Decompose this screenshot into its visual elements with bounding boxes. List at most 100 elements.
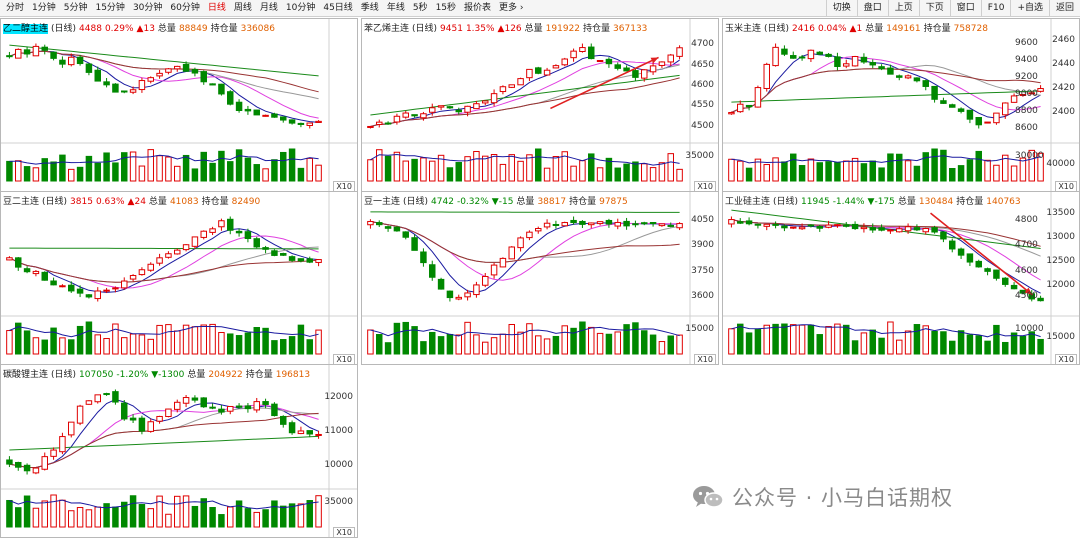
volume-bar (271, 500, 278, 528)
volume-bar (588, 326, 595, 355)
period-tab-0[interactable]: 分时 (6, 3, 25, 13)
tool-button-5[interactable]: F10 (980, 0, 1011, 17)
volume-ma-line (9, 499, 319, 510)
candle (993, 269, 1000, 281)
candle (262, 114, 269, 117)
volume-ma-line (9, 154, 319, 165)
volume-bar (6, 330, 13, 355)
period-tab-5[interactable]: 60分钟 (170, 3, 200, 13)
volume-bar (570, 165, 577, 182)
candle (588, 222, 595, 229)
period-tab-11[interactable]: 季线 (360, 3, 379, 13)
volume-bar (315, 495, 322, 528)
volume-ma-line (370, 326, 680, 337)
volume-bar (535, 148, 542, 182)
candle (271, 112, 278, 118)
volume-bar (147, 508, 154, 528)
period-tab-8[interactable]: 月线 (259, 3, 278, 13)
period-tab-10[interactable]: 45日线 (323, 3, 353, 13)
candle (280, 116, 287, 123)
watermark-text: 公众号 · 小马白话期权 (732, 486, 954, 510)
open-interest-label: 持仓量 (210, 24, 238, 34)
chart-panel[interactable]: 工业硅主连 (日线) 11945 -1.44% ▼-175 总量 130484 持仓量 1407… (722, 191, 1080, 365)
volume-label: 总量 (157, 24, 176, 34)
period-tab-7[interactable]: 周线 (233, 3, 252, 13)
candle (931, 225, 938, 234)
candle (526, 230, 533, 241)
period-tab-12[interactable]: 年线 (386, 3, 405, 13)
volume-bar (94, 334, 101, 355)
period-tab-4[interactable]: 30分钟 (132, 3, 163, 13)
ma60-line (9, 435, 319, 451)
volume-bar (878, 337, 885, 355)
ma5-line (9, 50, 319, 123)
period-tab-6[interactable]: 日线 (207, 3, 226, 13)
volume-bar (85, 321, 93, 355)
period-tab-2[interactable]: 5分钟 (63, 3, 88, 13)
candle (535, 66, 542, 75)
volume-bar (887, 153, 894, 182)
tool-button-2[interactable]: 上页 (887, 0, 919, 17)
candle (76, 285, 84, 298)
volume-bar (913, 165, 921, 182)
chart-panel[interactable]: 豆二主连 (日线) 3815 0.63% ▲24 总量 41083 持仓量 82490 X10 (0, 191, 358, 365)
chart-panel[interactable]: 碳酸锂主连 (日线) 107050 -1.20% ▼-1300 总量 204922 持仓量 19… (0, 364, 358, 538)
volume-ma-line (370, 153, 680, 166)
tool-button-1[interactable]: 盘口 (856, 0, 888, 17)
candle (904, 223, 912, 234)
candle (851, 221, 859, 230)
candle (15, 461, 22, 471)
period-tab-15[interactable]: 报价表 (464, 3, 492, 13)
chart-panel[interactable]: 豆一主连 (日线) 4742 -0.32% ▼-15 总量 38817 持仓量 97875 405… (361, 191, 719, 365)
volume-bar (112, 162, 119, 182)
tool-button-7[interactable]: 返回 (1048, 0, 1080, 17)
volume-bar (878, 167, 885, 182)
volume-bar (781, 323, 788, 355)
volume-ma-line (731, 324, 1041, 338)
volume-bar (825, 326, 832, 355)
volume-bar (605, 157, 613, 182)
volume-bar (1019, 335, 1027, 355)
tool-button-4[interactable]: 窗口 (949, 0, 981, 17)
period-tab-1[interactable]: 1分钟 (32, 3, 56, 13)
candle (851, 55, 859, 67)
candle (165, 68, 172, 75)
period-tab-16[interactable]: 更多 › (499, 3, 524, 13)
volume-bar (632, 161, 639, 182)
candle (667, 222, 674, 228)
volume-bar (393, 322, 401, 355)
last-price: 3815 (70, 197, 93, 207)
volume-bar (165, 324, 172, 355)
volume-bar (262, 509, 269, 528)
wechat-watermark: 公众号 · 小马白话期权 (692, 482, 953, 512)
candle (121, 277, 128, 290)
candle (878, 64, 885, 71)
candle (966, 109, 974, 124)
chart-panel[interactable]: 乙二醇主连 (日线) 4488 0.29% ▲13 总量 88849 持仓量 336086 X10 (0, 18, 358, 192)
candle (6, 456, 13, 468)
tool-button-6[interactable]: +自选 (1010, 0, 1049, 17)
volume-bar (552, 156, 560, 182)
volume-bar (129, 333, 137, 355)
volume-bar (667, 153, 674, 182)
period-tab-3[interactable]: 15分钟 (95, 3, 125, 13)
volume-bar (6, 499, 13, 528)
candle (59, 432, 66, 455)
chart-panel[interactable]: 玉米主连 (日线) 2416 0.04% ▲1 总量 149161 持仓量 758728 9600… (722, 18, 1080, 192)
volume-bar (966, 159, 974, 182)
volume-bar (649, 167, 657, 182)
contract-name: 工业硅主连 (725, 197, 771, 207)
volume-bar (23, 495, 31, 528)
tool-buttons: 切换 盘口 上页 下页 窗口 F10 +自选 返回 (825, 0, 1080, 17)
chart-panel[interactable]: 苯乙烯主连 (日线) 9451 1.35% ▲126 总量 191922 持仓量 367133 4… (361, 18, 719, 192)
candle (816, 224, 823, 232)
candle (112, 286, 119, 293)
period-tab-13[interactable]: 5秒 (412, 3, 428, 13)
candle (376, 220, 383, 227)
period-tab-9[interactable]: 10分钟 (285, 3, 316, 13)
candle (641, 221, 648, 226)
period-tab-14[interactable]: 15秒 (435, 3, 457, 13)
volume-bar (103, 338, 110, 355)
tool-button-0[interactable]: 切换 (825, 0, 857, 17)
tool-button-3[interactable]: 下页 (918, 0, 950, 17)
